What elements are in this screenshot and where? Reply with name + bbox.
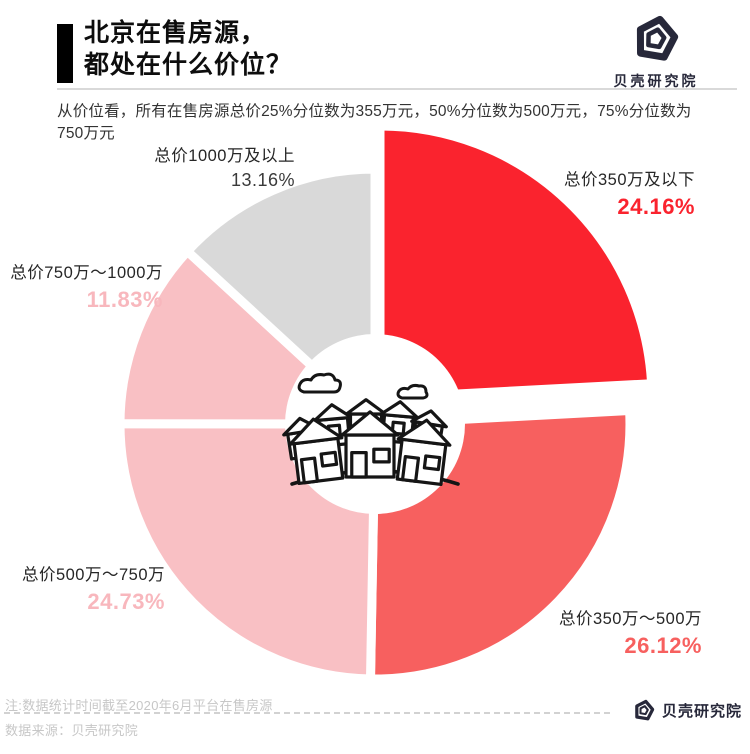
footer-dashed-divider (4, 712, 610, 714)
title-accent-bar (57, 24, 73, 83)
header-divider (57, 88, 737, 90)
page-title-line1: 北京在售房源， (84, 19, 267, 47)
slice-label-750-1000: 总价750万～1000万 11.83% (10, 263, 163, 314)
brand-logo-top: 贝壳研究院 (606, 12, 706, 91)
page-title-line2: 都处在什么价位？ (84, 51, 293, 79)
slice-percentage: 24.73% (87, 589, 165, 614)
slice-percentage: 11.83% (86, 287, 163, 312)
slice-label-1000-plus: 总价1000万及以上 13.16% (154, 146, 295, 191)
house-front (340, 410, 400, 479)
house-front (288, 417, 345, 485)
cloud-icon (396, 383, 429, 400)
chart-subtitle: 从价位看，所有在售房源总价25%分位数为355万元，50%分位数为500万元，7… (57, 103, 692, 142)
slice-name: 总价350万～500万 (558, 610, 702, 628)
pie-slice-2 (115, 419, 380, 684)
beike-house-logo-icon-small (635, 699, 655, 721)
houses-illustration (282, 372, 460, 486)
brand-name-bottom: 贝壳研究院 (661, 702, 742, 720)
slice-label-350-below: 总价350万及以下 24.16% (564, 170, 695, 221)
beike-house-logo-icon (636, 15, 679, 61)
slice-percentage: 26.12% (624, 633, 702, 658)
house-front (395, 418, 452, 486)
pie-slice-0 (375, 121, 657, 403)
data-source: 数据来源：贝壳研究院 (5, 723, 139, 738)
cloud-icon (297, 372, 342, 394)
slice-percentage: 13.16% (230, 170, 295, 190)
slice-name: 总价1000万及以上 (154, 147, 295, 165)
slice-label-500-750: 总价500万～750万 24.73% (22, 565, 165, 616)
page-title: 北京在售房源， 都处在什么价位？ (84, 17, 292, 81)
brand-logo-bottom: 贝壳研究院 (632, 698, 742, 722)
slice-name: 总价750万～1000万 (10, 264, 163, 282)
slice-label-350-500: 总价350万～500万 26.12% (559, 609, 702, 660)
brand-name-top: 贝壳研究院 (613, 73, 699, 89)
footnote: 注:数据统计时间截至2020年6月平台在售房源 (5, 698, 273, 713)
slice-name: 总价350万及以下 (563, 171, 695, 189)
slice-percentage: 24.16% (617, 194, 695, 219)
slice-name: 总价500万～750万 (21, 566, 165, 584)
